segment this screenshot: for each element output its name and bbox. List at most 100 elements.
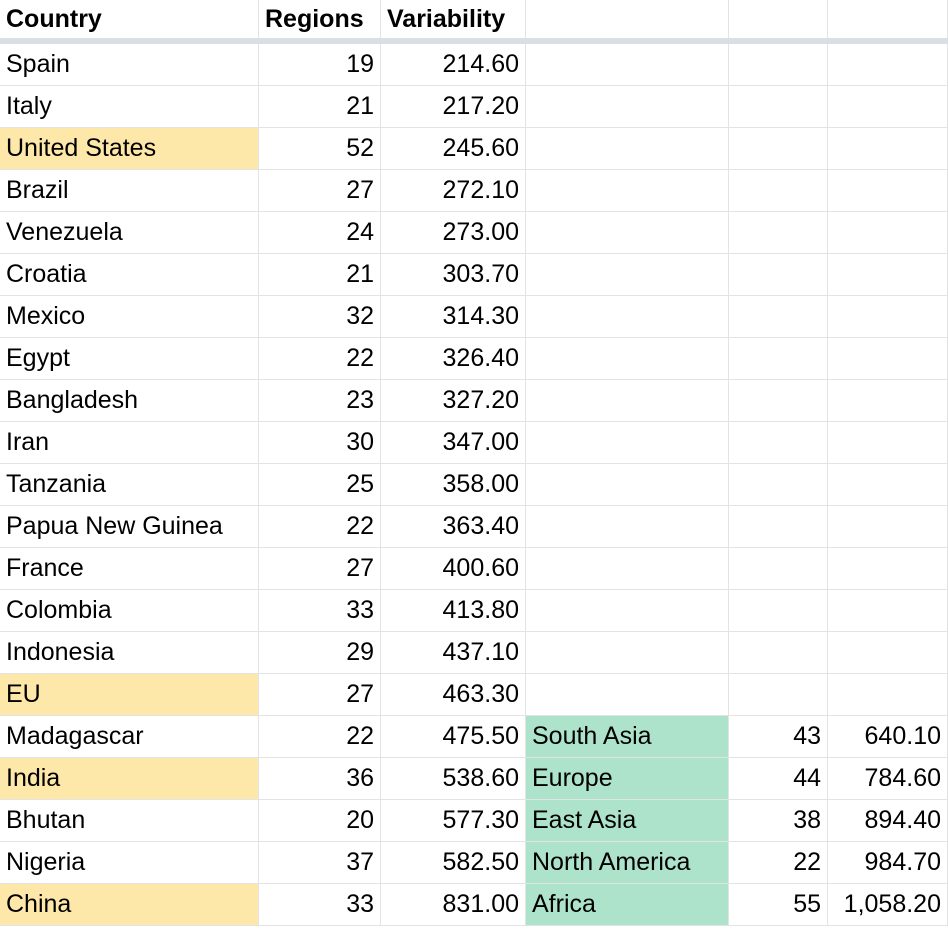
cell-variability[interactable]: 463.30	[381, 674, 526, 716]
cell-group-count[interactable]	[729, 548, 828, 590]
cell-group-value[interactable]	[828, 338, 948, 380]
cell-group-value[interactable]	[828, 44, 948, 86]
cell-country[interactable]: Madagascar	[0, 716, 259, 758]
cell-variability[interactable]: 831.00	[381, 884, 526, 926]
cell-country[interactable]: Bhutan	[0, 800, 259, 842]
cell-variability[interactable]: 538.60	[381, 758, 526, 800]
cell-variability[interactable]: 582.50	[381, 842, 526, 884]
cell-group-count[interactable]	[729, 464, 828, 506]
cell-regions[interactable]: 23	[259, 380, 381, 422]
cell-group-count[interactable]	[729, 212, 828, 254]
cell-group[interactable]: North America	[526, 842, 729, 884]
cell-regions[interactable]: 52	[259, 128, 381, 170]
cell-group-count[interactable]	[729, 506, 828, 548]
cell-variability[interactable]: 272.10	[381, 170, 526, 212]
cell-group[interactable]	[526, 212, 729, 254]
cell-regions[interactable]: 20	[259, 800, 381, 842]
header-cell-empty[interactable]	[526, 0, 729, 38]
cell-regions[interactable]: 22	[259, 338, 381, 380]
cell-group-value[interactable]	[828, 86, 948, 128]
cell-country[interactable]: Indonesia	[0, 632, 259, 674]
cell-variability[interactable]: 214.60	[381, 44, 526, 86]
cell-variability[interactable]: 475.50	[381, 716, 526, 758]
cell-group-count[interactable]: 44	[729, 758, 828, 800]
cell-group-count[interactable]: 38	[729, 800, 828, 842]
cell-group-value[interactable]	[828, 128, 948, 170]
cell-country[interactable]: Egypt	[0, 338, 259, 380]
cell-variability[interactable]: 245.60	[381, 128, 526, 170]
cell-group-value[interactable]: 984.70	[828, 842, 948, 884]
cell-variability[interactable]: 327.20	[381, 380, 526, 422]
cell-country[interactable]: Mexico	[0, 296, 259, 338]
cell-group-value[interactable]: 640.10	[828, 716, 948, 758]
cell-country[interactable]: Croatia	[0, 254, 259, 296]
cell-variability[interactable]: 314.30	[381, 296, 526, 338]
cell-group[interactable]	[526, 128, 729, 170]
cell-group-value[interactable]: 1,058.20	[828, 884, 948, 926]
cell-group-value[interactable]	[828, 590, 948, 632]
cell-country[interactable]: Brazil	[0, 170, 259, 212]
cell-regions[interactable]: 32	[259, 296, 381, 338]
header-cell-empty[interactable]	[729, 0, 828, 38]
cell-regions[interactable]: 30	[259, 422, 381, 464]
cell-group-count[interactable]	[729, 422, 828, 464]
cell-regions[interactable]: 21	[259, 254, 381, 296]
cell-group-value[interactable]	[828, 422, 948, 464]
cell-group-value[interactable]	[828, 212, 948, 254]
cell-regions[interactable]: 19	[259, 44, 381, 86]
cell-regions[interactable]: 25	[259, 464, 381, 506]
cell-country[interactable]: Iran	[0, 422, 259, 464]
cell-variability[interactable]: 400.60	[381, 548, 526, 590]
frozen-row-divider[interactable]	[0, 38, 948, 44]
cell-group-value[interactable]	[828, 170, 948, 212]
cell-group-count[interactable]	[729, 170, 828, 212]
cell-country[interactable]: France	[0, 548, 259, 590]
cell-group-value[interactable]	[828, 296, 948, 338]
cell-country[interactable]: Colombia	[0, 590, 259, 632]
cell-group[interactable]	[526, 86, 729, 128]
cell-group[interactable]	[526, 44, 729, 86]
cell-country[interactable]: Bangladesh	[0, 380, 259, 422]
cell-group[interactable]	[526, 548, 729, 590]
cell-group-count[interactable]: 55	[729, 884, 828, 926]
cell-group-count[interactable]	[729, 44, 828, 86]
cell-group-count[interactable]: 22	[729, 842, 828, 884]
cell-regions[interactable]: 21	[259, 86, 381, 128]
cell-variability[interactable]: 347.00	[381, 422, 526, 464]
header-cell-country[interactable]: Country	[0, 0, 259, 38]
cell-group-value[interactable]	[828, 464, 948, 506]
cell-regions[interactable]: 24	[259, 212, 381, 254]
cell-regions[interactable]: 29	[259, 632, 381, 674]
cell-variability[interactable]: 326.40	[381, 338, 526, 380]
cell-group-value[interactable]	[828, 548, 948, 590]
cell-regions[interactable]: 27	[259, 548, 381, 590]
cell-variability[interactable]: 363.40	[381, 506, 526, 548]
cell-group-value[interactable]: 894.40	[828, 800, 948, 842]
cell-variability[interactable]: 358.00	[381, 464, 526, 506]
cell-group-count[interactable]	[729, 380, 828, 422]
cell-group[interactable]	[526, 506, 729, 548]
cell-group[interactable]	[526, 296, 729, 338]
cell-group[interactable]: South Asia	[526, 716, 729, 758]
cell-group-count[interactable]	[729, 338, 828, 380]
cell-country[interactable]: Papua New Guinea	[0, 506, 259, 548]
header-cell-variability[interactable]: Variability	[381, 0, 526, 38]
cell-group-value[interactable]	[828, 380, 948, 422]
cell-regions[interactable]: 36	[259, 758, 381, 800]
cell-group-count[interactable]: 43	[729, 716, 828, 758]
header-cell-empty[interactable]	[828, 0, 948, 38]
header-cell-regions[interactable]: Regions	[259, 0, 381, 38]
cell-group[interactable]	[526, 254, 729, 296]
cell-regions[interactable]: 22	[259, 506, 381, 548]
cell-variability[interactable]: 303.70	[381, 254, 526, 296]
cell-regions[interactable]: 22	[259, 716, 381, 758]
cell-group-count[interactable]	[729, 128, 828, 170]
cell-group[interactable]: Europe	[526, 758, 729, 800]
cell-country[interactable]: EU	[0, 674, 259, 716]
cell-country[interactable]: China	[0, 884, 259, 926]
cell-country[interactable]: India	[0, 758, 259, 800]
cell-variability[interactable]: 437.10	[381, 632, 526, 674]
cell-country[interactable]: United States	[0, 128, 259, 170]
cell-regions[interactable]: 27	[259, 170, 381, 212]
cell-variability[interactable]: 413.80	[381, 590, 526, 632]
